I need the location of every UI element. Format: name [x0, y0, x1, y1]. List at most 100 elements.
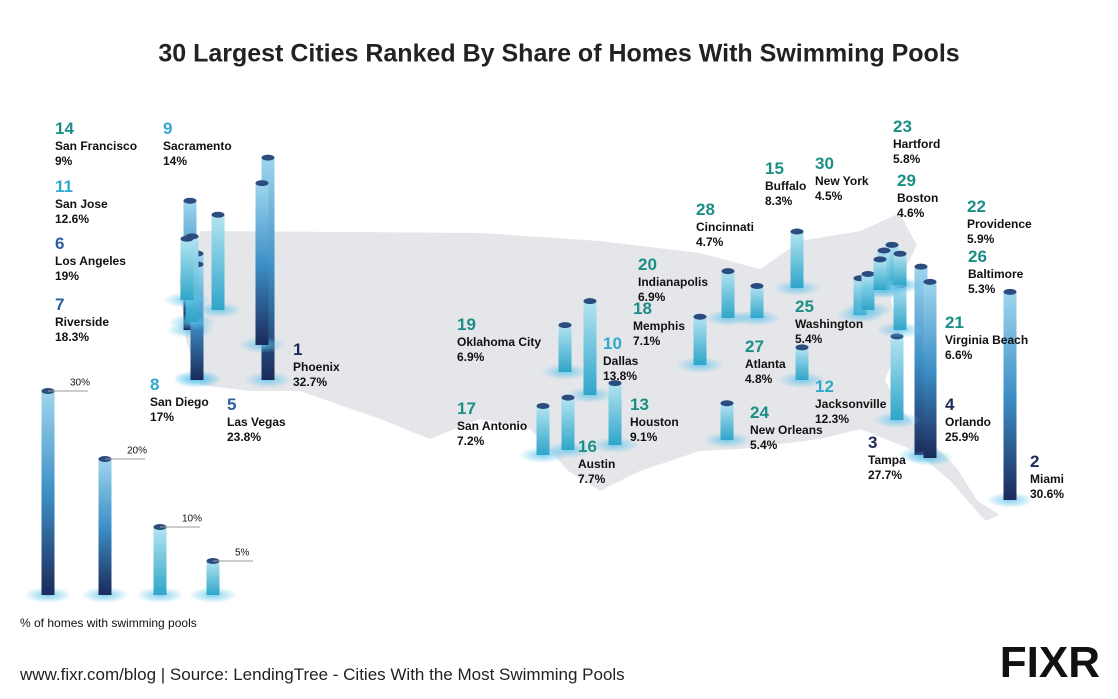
cylinder: [608, 383, 622, 445]
rank: 11: [55, 177, 73, 196]
rank: 2: [1030, 452, 1039, 471]
cylinder: [41, 391, 55, 595]
value-label: 19%: [55, 269, 79, 283]
value-label: 8.3%: [765, 194, 793, 208]
rank: 3: [868, 433, 877, 452]
rank: 8: [150, 375, 159, 394]
rank: 5: [227, 395, 236, 414]
cylinder-top: [558, 322, 572, 329]
value-label: 4.5%: [815, 189, 843, 203]
city-name: Memphis: [633, 319, 685, 333]
cylinder: [795, 347, 809, 380]
city-name: Los Angeles: [55, 254, 126, 268]
value-label: 6.9%: [638, 290, 666, 304]
city-name: Dallas: [603, 354, 639, 368]
rank: 7: [55, 295, 64, 314]
cylinder: [693, 316, 707, 365]
cylinder-top: [721, 268, 735, 275]
cylinder: [255, 183, 269, 345]
city-name: Baltimore: [968, 267, 1024, 281]
value-label: 27.7%: [868, 468, 902, 482]
legend-title: % of homes with swimming pools: [20, 616, 197, 630]
value-label: 17%: [150, 410, 174, 424]
value-label: 7.7%: [578, 472, 606, 486]
value-label: 5.8%: [893, 152, 921, 166]
rank: 18: [633, 299, 652, 318]
city-name: Phoenix: [293, 360, 340, 374]
value-label: 12.6%: [55, 212, 89, 226]
value-label: 32.7%: [293, 375, 327, 389]
legend-label: 20%: [127, 445, 147, 456]
cylinder: [561, 397, 575, 450]
cylinder: [536, 406, 550, 455]
value-label: 18.3%: [55, 330, 89, 344]
cylinder: [153, 527, 167, 595]
rank: 23: [893, 117, 912, 136]
value-label: 12.3%: [815, 412, 849, 426]
value-label: 6.6%: [945, 348, 973, 362]
cylinder-top: [750, 283, 764, 290]
rank: 15: [765, 159, 784, 178]
value-label: 4.7%: [696, 235, 724, 249]
value-label: 13.8%: [603, 369, 637, 383]
value-label: 4.8%: [745, 372, 773, 386]
cylinder: [583, 301, 597, 395]
legend-label: 30%: [70, 377, 90, 388]
cylinder-top: [873, 256, 887, 263]
city-name: Orlando: [945, 415, 991, 429]
cylinder: [750, 286, 764, 318]
cylinder-top: [885, 241, 899, 248]
footer: www.fixr.com/blog | Source: LendingTree …: [19, 665, 625, 684]
logo: FIXR: [1000, 638, 1100, 687]
rank: 13: [630, 395, 649, 414]
rank: 25: [795, 297, 814, 316]
rank: 12: [815, 377, 834, 396]
value-label: 5.9%: [967, 232, 995, 246]
cylinder-top: [183, 197, 197, 204]
city-name: New Orleans: [750, 423, 823, 437]
city-name: San Diego: [150, 395, 209, 409]
city-name: Jacksonville: [815, 397, 887, 411]
cylinder-top: [720, 400, 734, 407]
value-label: 14%: [163, 154, 187, 168]
rank: 14: [55, 119, 74, 138]
rank: 24: [750, 403, 769, 422]
rank: 26: [968, 247, 987, 266]
cylinder: [893, 253, 907, 285]
city-name: Hartford: [893, 137, 940, 151]
city-name: Indianapolis: [638, 275, 708, 289]
rank: 1: [293, 340, 302, 359]
cylinder-top: [790, 228, 804, 235]
city-name: Houston: [630, 415, 679, 429]
cylinder: [211, 214, 225, 310]
cylinder-top: [1003, 288, 1017, 295]
value-label: 5.3%: [968, 282, 996, 296]
rank: 10: [603, 334, 622, 353]
cylinder-top: [255, 180, 269, 187]
value-label: 6.9%: [457, 350, 485, 364]
cylinder: [873, 259, 887, 290]
cylinder-top: [923, 278, 937, 285]
value-label: 7.1%: [633, 334, 661, 348]
legend-label: 10%: [182, 513, 202, 524]
cylinder: [558, 325, 572, 372]
rank: 16: [578, 437, 597, 456]
rank: 29: [897, 171, 916, 190]
value-label: 30.6%: [1030, 487, 1064, 501]
rank: 22: [967, 197, 986, 216]
legend-label: 5%: [235, 547, 250, 558]
value-label: 5.4%: [795, 332, 823, 346]
city-name: Washington: [795, 317, 863, 331]
city-name: San Jose: [55, 197, 108, 211]
cylinder: [923, 281, 937, 458]
city-name: Buffalo: [765, 179, 806, 193]
city-name: Providence: [967, 217, 1032, 231]
cylinders: [24, 154, 1034, 603]
cylinder-top: [914, 263, 928, 270]
city-name: Tampa: [868, 453, 906, 467]
cylinder: [206, 561, 220, 595]
rank: 4: [945, 395, 955, 414]
cylinder-top: [608, 380, 622, 387]
city-name: Riverside: [55, 315, 109, 329]
